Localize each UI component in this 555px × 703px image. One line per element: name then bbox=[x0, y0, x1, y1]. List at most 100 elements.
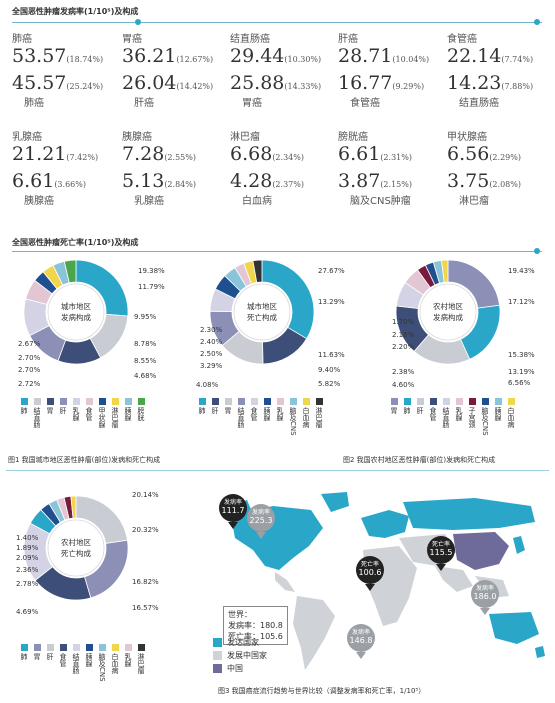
cancer-name: 甲状腺癌 bbox=[447, 132, 487, 143]
legend-label: 胃 bbox=[390, 407, 398, 414]
legend-label: 结直肠 bbox=[33, 407, 41, 428]
legend-label: 胰腺 bbox=[494, 407, 502, 421]
legend-swatch bbox=[302, 398, 310, 405]
pie-slice bbox=[23, 298, 50, 337]
pie-slice-label: 1.70% bbox=[392, 318, 415, 326]
incidence-percent: (14.42%) bbox=[176, 82, 214, 91]
pie-slice bbox=[252, 259, 263, 283]
donut-center-label: 城市地区 bbox=[247, 301, 277, 311]
pie-slice bbox=[447, 259, 501, 309]
legend-item: 肺 bbox=[18, 398, 30, 428]
figure1-caption: 图1 我国城市地区恶性肿瘤(部位)发病和死亡构成 bbox=[8, 456, 161, 464]
map-pin: 发病率 146.8 bbox=[346, 624, 376, 659]
incidence-percent: (10.30%) bbox=[284, 55, 322, 64]
cancer-name: 结直肠癌 bbox=[230, 34, 270, 45]
donut-center-label: 农村地区 bbox=[61, 537, 91, 547]
map-legend-item: 发展中国家 bbox=[213, 650, 267, 661]
pie-slice bbox=[395, 281, 424, 309]
legend-item: 淋巴瘤 bbox=[135, 644, 147, 682]
legend-label: 肝 bbox=[59, 407, 67, 414]
legend-label: 肺 bbox=[198, 407, 206, 414]
incidence-rate: 3.75 bbox=[447, 170, 490, 192]
incidence-value: 21.21(7.42%) bbox=[12, 143, 122, 165]
incidence-rate: 3.87 bbox=[338, 170, 381, 192]
legend-swatch bbox=[289, 398, 297, 405]
cancer-name: 膀胱癌 bbox=[338, 132, 368, 143]
legend-label: 食管 bbox=[59, 653, 67, 667]
legend-swatch bbox=[20, 398, 28, 405]
pie-slice bbox=[459, 304, 501, 360]
legend-label: 结直肠 bbox=[237, 407, 245, 428]
legend-swatch bbox=[403, 398, 411, 405]
pie-slice-label: 2.67% bbox=[18, 340, 41, 348]
legend-swatch bbox=[137, 398, 145, 405]
legend-item: 脑及CNS bbox=[479, 398, 491, 436]
legend-swatch bbox=[198, 398, 206, 405]
pie-slice bbox=[56, 496, 70, 521]
world-map bbox=[213, 488, 549, 680]
incidence-value: 29.44(10.30%) bbox=[230, 45, 340, 67]
world-stat-box: 世界： 发病率：180.8 死亡率：105.6 bbox=[223, 606, 288, 645]
cancer-name: 脑及CNS肿瘤 bbox=[350, 196, 411, 207]
pie-slice bbox=[416, 264, 436, 289]
incidence-rate: 16.77 bbox=[338, 72, 393, 94]
pie-slice bbox=[261, 259, 315, 340]
legend-label: 白血病 bbox=[111, 653, 119, 674]
incidence-percent: (12.67%) bbox=[176, 55, 214, 64]
legend-label: 胃 bbox=[33, 653, 41, 660]
legend-item: 胰腺 bbox=[83, 644, 95, 682]
incidence-percent: (10.04%) bbox=[392, 55, 430, 64]
legend-swatch bbox=[276, 398, 284, 405]
legend-item: 淋巴瘤 bbox=[313, 398, 325, 436]
incidence-value: 14.23(7.88%) bbox=[447, 72, 555, 94]
pie-slice-label: 2.09% bbox=[16, 554, 39, 562]
legend-swatch bbox=[85, 398, 93, 405]
legend-swatch bbox=[46, 644, 54, 651]
cancer-name: 淋巴瘤 bbox=[459, 196, 489, 207]
legend-item: 乳腺 bbox=[122, 644, 134, 682]
incidence-cell: 结直肠癌 29.44(10.30%) bbox=[230, 30, 340, 67]
legend-swatch bbox=[124, 398, 132, 405]
legend-item: 胃 bbox=[388, 398, 400, 436]
legend-swatch bbox=[72, 398, 80, 405]
pie-legend: 肺肝胃结直肠 食管 胰腺 乳腺 脑及CNS 白血病 淋巴瘤 bbox=[196, 398, 326, 436]
cancer-name: 胃癌 bbox=[122, 34, 142, 45]
incidence-cell: 食管癌 22.14(7.74%) bbox=[447, 30, 555, 67]
pie-slice-label: 19.43% bbox=[508, 267, 535, 275]
legend-swatch bbox=[442, 398, 450, 405]
legend-item: 结直肠 bbox=[440, 398, 452, 436]
incidence-rate: 45.57 bbox=[12, 72, 67, 94]
incidence-rate: 21.21 bbox=[12, 143, 67, 165]
legend-swatch bbox=[416, 398, 424, 405]
incidence-value: 45.57(25.24%) bbox=[12, 72, 122, 94]
legend-label: 胃 bbox=[224, 407, 232, 414]
map-legend-item: 发达国家 bbox=[213, 637, 267, 648]
pie-slice bbox=[83, 539, 129, 599]
legend-label: 胃 bbox=[46, 407, 54, 414]
legend-item: 食管 bbox=[83, 398, 95, 428]
cancer-name: 胃癌 bbox=[242, 98, 262, 109]
legend-swatch bbox=[468, 398, 476, 405]
legend-item: 食管 bbox=[248, 398, 260, 436]
pie-slice bbox=[221, 330, 264, 365]
incidence-value: 26.04(14.42%) bbox=[122, 72, 232, 94]
rule-dot bbox=[135, 19, 141, 25]
legend-swatch bbox=[98, 398, 106, 405]
incidence-cell: 甲状腺癌 6.56(2.29%) bbox=[447, 128, 555, 165]
pie-slice bbox=[25, 279, 53, 305]
figure3-caption: 图3 我国癌症流行趋势与世界比较（调整发病率和死亡率，1/10⁵） bbox=[218, 687, 426, 695]
legend-swatch bbox=[46, 398, 54, 405]
legend-item: 白血病 bbox=[300, 398, 312, 436]
legend-swatch bbox=[263, 398, 271, 405]
incidence-percent: (2.37%) bbox=[272, 180, 304, 189]
mortality-rule bbox=[12, 251, 542, 252]
incidence-percent: (14.33%) bbox=[284, 82, 322, 91]
incidence-cell: 5.13(2.84%) 乳腺癌 bbox=[122, 170, 232, 207]
pie-slice bbox=[234, 262, 252, 287]
incidence-rate: 25.88 bbox=[230, 72, 285, 94]
pie-slice-label: 3.29% bbox=[200, 362, 223, 370]
legend-item: 肺 bbox=[18, 644, 30, 682]
pie-slice-label: 11.63% bbox=[318, 351, 345, 359]
pie-slice bbox=[75, 259, 129, 317]
legend-swatch bbox=[59, 398, 67, 405]
